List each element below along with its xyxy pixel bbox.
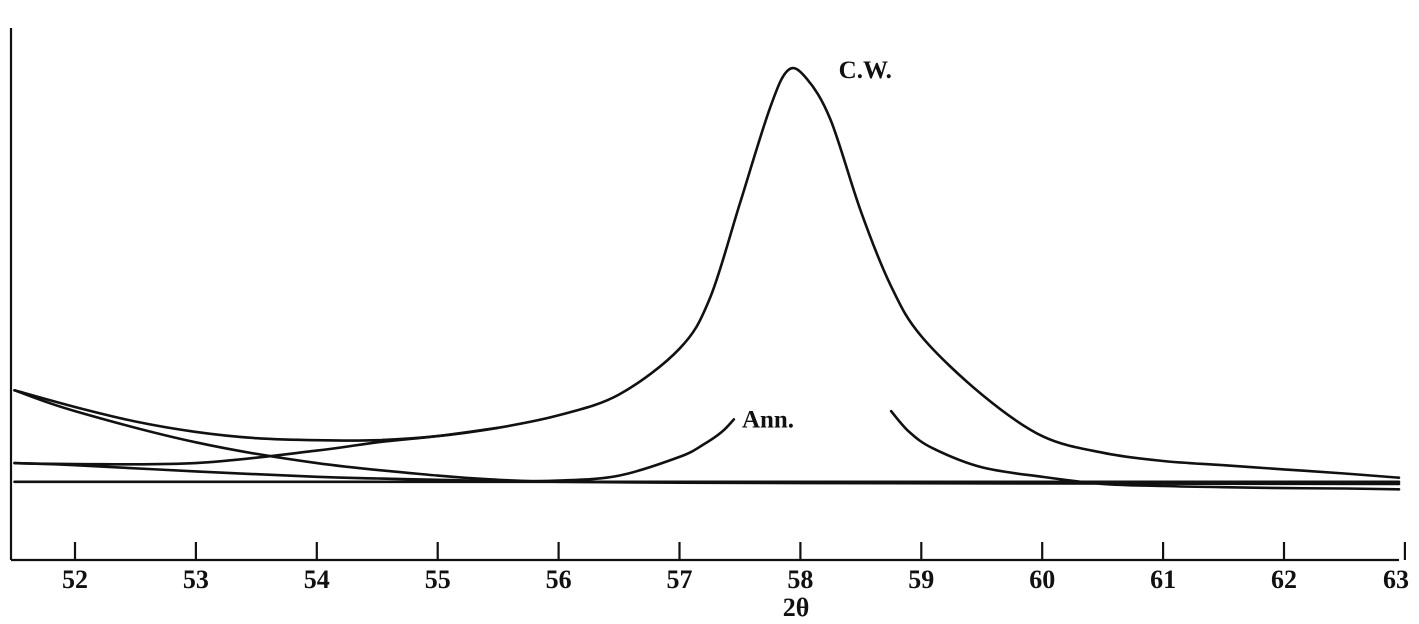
x-tick-label: 58 [787, 565, 813, 594]
x-tick-label: 59 [908, 565, 934, 594]
x-tick-label: 53 [183, 565, 209, 594]
x-tick-label: 63 [1383, 565, 1409, 594]
annotation-label-1: Ann. [742, 406, 794, 433]
x-tick-label: 62 [1271, 565, 1297, 594]
x-tick-label: 54 [304, 565, 330, 594]
x-tick-label: 56 [546, 565, 572, 594]
labels-layer: 2θ [783, 593, 810, 622]
x-tick-label: 52 [62, 565, 88, 594]
x-ticks: 52 53 54 55 56 57 58 59 60 61 62 63 [62, 542, 1409, 594]
series-line-4 [13, 426, 500, 466]
series-line-3 [13, 389, 1401, 486]
x-axis-label: 2θ [783, 593, 810, 622]
x-tick-label: 55 [425, 565, 451, 594]
annotations: C.W. Ann. [742, 57, 892, 433]
series-line-2 [889, 409, 1401, 491]
axes-layer [9, 28, 1399, 562]
series-line-0 [13, 66, 1401, 479]
x-tick-label: 60 [1029, 565, 1055, 594]
x-tick-label: 61 [1150, 565, 1176, 594]
series-line-1 [13, 418, 736, 483]
annotation-label-0: C.W. [839, 57, 892, 84]
curves-layer [13, 66, 1401, 491]
x-tick-label: 57 [667, 565, 693, 594]
